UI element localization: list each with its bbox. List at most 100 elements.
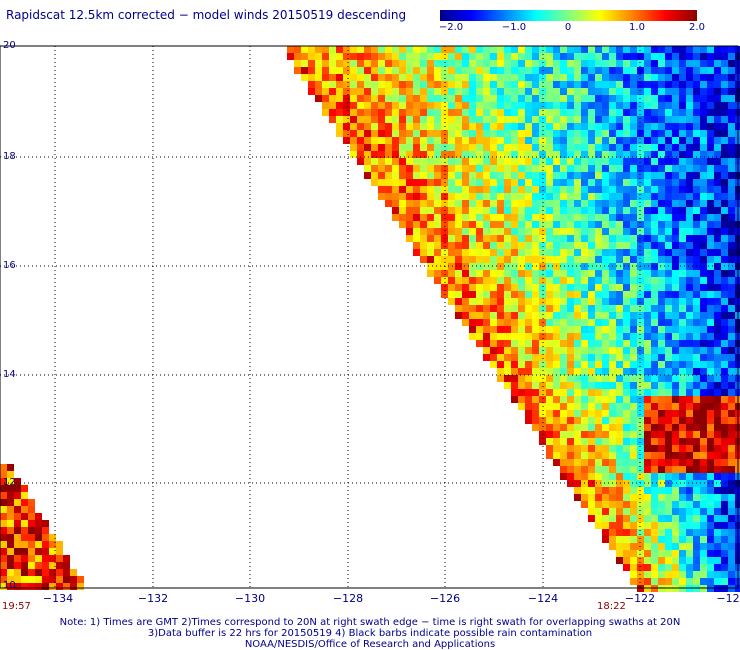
swath-cell [504, 74, 511, 81]
swath-cell [609, 200, 616, 207]
swath-cell [700, 536, 707, 543]
swath-cell [420, 53, 427, 60]
swath-cell [672, 214, 679, 221]
swath-cell [518, 389, 525, 396]
swath-cell [721, 137, 728, 144]
map-title: Rapidscat 12.5km corrected − model winds… [6, 8, 407, 22]
swath-cell [427, 221, 434, 228]
swath-cell [525, 60, 532, 67]
swath-cell [399, 116, 406, 123]
swath-cell [490, 130, 497, 137]
swath-cell [532, 270, 539, 277]
swath-cell [679, 67, 686, 74]
swath-cell [679, 53, 686, 60]
swath-cell [644, 382, 651, 389]
swath-cell [693, 312, 700, 319]
swath-cell [630, 501, 637, 508]
swath-cell [609, 536, 616, 543]
swath-cell [476, 95, 483, 102]
swath-cell [637, 46, 644, 53]
swath-cell [616, 130, 623, 137]
swath-cell [672, 382, 679, 389]
swath-cell [532, 354, 539, 361]
swath-cell [581, 305, 588, 312]
swath-cell [378, 109, 385, 116]
swath-cell [672, 277, 679, 284]
swath-cell [665, 403, 672, 410]
swath-cell [707, 326, 714, 333]
swath-cell [518, 116, 525, 123]
swath-cell [707, 312, 714, 319]
swath-cell [581, 186, 588, 193]
swath-cell [686, 508, 693, 515]
swath-cell [700, 81, 707, 88]
swath-cell [497, 158, 504, 165]
swath-cell [714, 214, 721, 221]
swath-cell [616, 263, 623, 270]
swath-cell [546, 263, 553, 270]
swath-cell [56, 569, 63, 576]
swath-cells [0, 46, 740, 592]
swath-cell [511, 270, 518, 277]
swath-cell [700, 305, 707, 312]
swath-cell [651, 214, 658, 221]
swath-cell [630, 529, 637, 536]
swath-cell [504, 116, 511, 123]
swath-cell [434, 123, 441, 130]
swath-cell [700, 508, 707, 515]
swath-cell [693, 571, 700, 578]
swath-cell [567, 396, 574, 403]
swath-cell [469, 312, 476, 319]
swath-cell [665, 88, 672, 95]
swath-cell [497, 102, 504, 109]
swath-cell [553, 270, 560, 277]
swath-cell [700, 270, 707, 277]
swath-cell [546, 389, 553, 396]
swath-cell [665, 193, 672, 200]
swath-cell [392, 214, 399, 221]
swath-cell [595, 221, 602, 228]
swath-cell [623, 431, 630, 438]
swath-cell [420, 200, 427, 207]
swath-cell [448, 172, 455, 179]
swath-cell [644, 186, 651, 193]
swath-cell [469, 284, 476, 291]
swath-cell [553, 95, 560, 102]
swath-cell [574, 60, 581, 67]
swath-cell [406, 81, 413, 88]
swath-cell [651, 473, 658, 480]
swath-cell [630, 193, 637, 200]
swath-cell [637, 74, 644, 81]
swath-cell [665, 130, 672, 137]
swath-cell [539, 284, 546, 291]
swath-cell [602, 242, 609, 249]
swath-cell [651, 81, 658, 88]
swath-cell [637, 368, 644, 375]
swath-cell [378, 130, 385, 137]
swath-cell [504, 312, 511, 319]
swath-cell [700, 200, 707, 207]
swath-cell [574, 263, 581, 270]
swath-cell [553, 368, 560, 375]
swath-cell [469, 249, 476, 256]
swath-cell [483, 284, 490, 291]
swath-cell [336, 53, 343, 60]
swath-cell [637, 557, 644, 564]
swath-cell [728, 515, 735, 522]
swath-cell [560, 277, 567, 284]
swath-cell [693, 130, 700, 137]
swath-cell [728, 53, 735, 60]
swath-cell [532, 130, 539, 137]
swath-cell [581, 361, 588, 368]
swath-cell [609, 186, 616, 193]
swath-cell [644, 109, 651, 116]
swath-cell [546, 221, 553, 228]
swath-cell [546, 417, 553, 424]
swath-cell [546, 102, 553, 109]
swath-cell [658, 193, 665, 200]
swath-cell [658, 368, 665, 375]
swath-cell [623, 543, 630, 550]
swath-cell [455, 242, 462, 249]
swath-cell [630, 340, 637, 347]
swath-cell [42, 541, 49, 548]
